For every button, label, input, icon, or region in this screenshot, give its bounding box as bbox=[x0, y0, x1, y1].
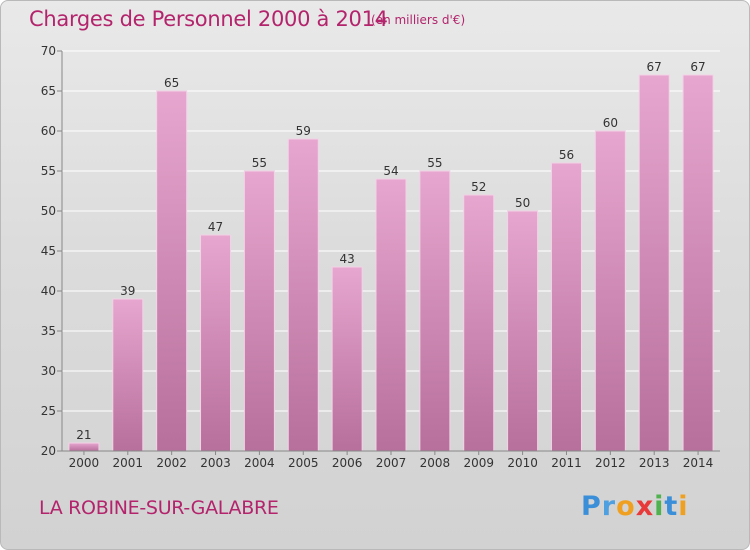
bar bbox=[594, 130, 626, 452]
bar bbox=[68, 442, 100, 452]
y-tick-label: 45 bbox=[41, 244, 56, 258]
y-tick-label: 55 bbox=[41, 164, 56, 178]
bar bbox=[331, 266, 363, 452]
data-label: 67 bbox=[690, 60, 705, 74]
y-tick-label: 65 bbox=[41, 84, 56, 98]
x-tick-label: 2001 bbox=[113, 456, 144, 470]
data-label: 50 bbox=[515, 196, 530, 210]
bars bbox=[68, 74, 714, 452]
data-label: 59 bbox=[296, 124, 311, 138]
data-label: 67 bbox=[647, 60, 662, 74]
bar bbox=[287, 138, 319, 452]
y-tick-label: 25 bbox=[41, 404, 56, 418]
y-tick-label: 30 bbox=[41, 364, 56, 378]
data-label: 39 bbox=[120, 284, 135, 298]
x-tick-label: 2007 bbox=[376, 456, 407, 470]
x-tick-label: 2004 bbox=[244, 456, 275, 470]
y-tick-label: 20 bbox=[41, 444, 56, 458]
commune-name: LA ROBINE-SUR-GALABRE bbox=[39, 497, 279, 519]
x-tick-label: 2005 bbox=[288, 456, 319, 470]
chart-subtitle: (en milliers d'€) bbox=[371, 13, 466, 27]
proxiti-logo: Proxiti bbox=[581, 491, 689, 522]
y-tick-label: 70 bbox=[41, 44, 56, 58]
x-tick-label: 2003 bbox=[200, 456, 231, 470]
data-label: 52 bbox=[471, 180, 486, 194]
chart-title: Charges de Personnel 2000 à 2014 bbox=[29, 7, 388, 31]
y-tick-label: 50 bbox=[41, 204, 56, 218]
axes: 20 25 30 35 40 45 50 55 60 65 70 2000 2001 2002 2003 20… bbox=[41, 44, 720, 470]
data-labels: 21 39 65 47 55 59 43 54 55 52 50 56 60 67 67 bbox=[76, 60, 705, 442]
data-label: 55 bbox=[427, 156, 442, 170]
data-label: 55 bbox=[252, 156, 267, 170]
data-label: 43 bbox=[339, 252, 354, 266]
data-label: 56 bbox=[559, 148, 574, 162]
bar bbox=[682, 74, 714, 452]
data-label: 60 bbox=[603, 116, 618, 130]
x-tick-label: 2011 bbox=[551, 456, 582, 470]
bar bbox=[156, 90, 188, 452]
bar bbox=[463, 194, 495, 452]
x-tick-label: 2008 bbox=[420, 456, 451, 470]
data-label: 65 bbox=[164, 76, 179, 90]
bar bbox=[112, 298, 144, 452]
x-tick-label: 2009 bbox=[463, 456, 494, 470]
x-tick-label: 2010 bbox=[507, 456, 538, 470]
data-label: 21 bbox=[76, 428, 91, 442]
bar bbox=[375, 178, 407, 452]
bar bbox=[638, 74, 670, 452]
bar bbox=[243, 170, 275, 452]
x-tick-label: 2013 bbox=[639, 456, 670, 470]
x-tick-label: 2014 bbox=[683, 456, 714, 470]
x-tick-label: 2002 bbox=[156, 456, 187, 470]
x-tick-label: 2012 bbox=[595, 456, 626, 470]
y-tick-label: 35 bbox=[41, 324, 56, 338]
data-label: 47 bbox=[208, 220, 223, 234]
bar bbox=[507, 210, 539, 452]
x-tick-label: 2006 bbox=[332, 456, 363, 470]
data-label: 54 bbox=[383, 164, 398, 178]
bar bbox=[550, 162, 582, 452]
y-tick-label: 60 bbox=[41, 124, 56, 138]
x-tick-label: 2000 bbox=[69, 456, 100, 470]
y-tick-label: 40 bbox=[41, 284, 56, 298]
bar bbox=[419, 170, 451, 452]
bar bbox=[200, 234, 232, 452]
